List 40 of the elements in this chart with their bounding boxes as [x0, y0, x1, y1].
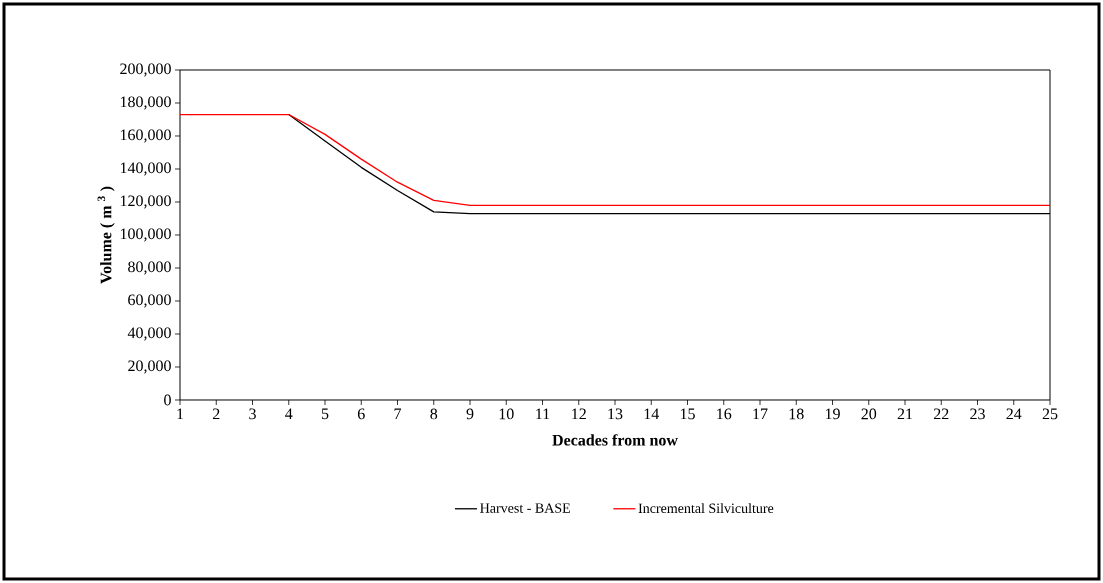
legend-label: Harvest - BASE [480, 503, 570, 513]
x-tick-label: 10 [499, 408, 514, 420]
x-tick-label: 3 [249, 408, 256, 420]
x-tick-label: 21 [897, 408, 913, 420]
y-tick-label: 160,000 [120, 129, 171, 143]
y-tick-label: 180,000 [120, 96, 171, 110]
x-tick-label: 1 [177, 408, 184, 420]
y-tick-label: 120,000 [120, 195, 171, 209]
x-tick-label: 4 [285, 408, 293, 420]
legend-label: Incremental Silviculture [638, 503, 774, 514]
x-tick-label: 15 [680, 408, 695, 420]
y-axis-title: Volume ( m $^{3}$ ) [97, 186, 115, 284]
x-axis-title: Decades from now [552, 434, 678, 446]
x-tick-label: 24 [1006, 408, 1022, 420]
x-tick-label: 18 [789, 408, 804, 420]
x-tick-label: 6 [357, 408, 365, 420]
x-tick-label: 20 [861, 408, 877, 420]
x-tick-label: 19 [825, 408, 840, 420]
y-tick-label: 80,000 [128, 261, 171, 275]
x-tick-label: 14 [644, 408, 660, 420]
y-tick-label: 40,000 [127, 327, 171, 341]
y-tick-label: 0 [164, 394, 171, 406]
x-tick-label: 11 [536, 408, 550, 420]
x-tick-label: 16 [717, 408, 732, 420]
x-tick-label: 23 [970, 408, 985, 420]
x-tick-label: 7 [394, 408, 402, 419]
y-tick-label: 100,000 [120, 228, 171, 242]
x-tick-label: 13 [608, 408, 623, 420]
x-tick-label: 2 [212, 408, 220, 420]
x-tick-label: 9 [466, 408, 474, 420]
y-tick-label: 140,000 [120, 162, 171, 176]
x-tick-label: 22 [933, 408, 949, 420]
x-tick-label: 25 [1042, 408, 1058, 420]
x-tick-label: 8 [430, 408, 438, 420]
x-tick-label: 17 [753, 408, 768, 420]
y-tick-label: 200,000 [120, 63, 171, 77]
y-tick-label: 20,000 [128, 360, 171, 374]
x-tick-label: 12 [572, 408, 586, 420]
y-tick-label: 60,000 [128, 294, 171, 308]
x-tick-label: 5 [321, 408, 329, 420]
